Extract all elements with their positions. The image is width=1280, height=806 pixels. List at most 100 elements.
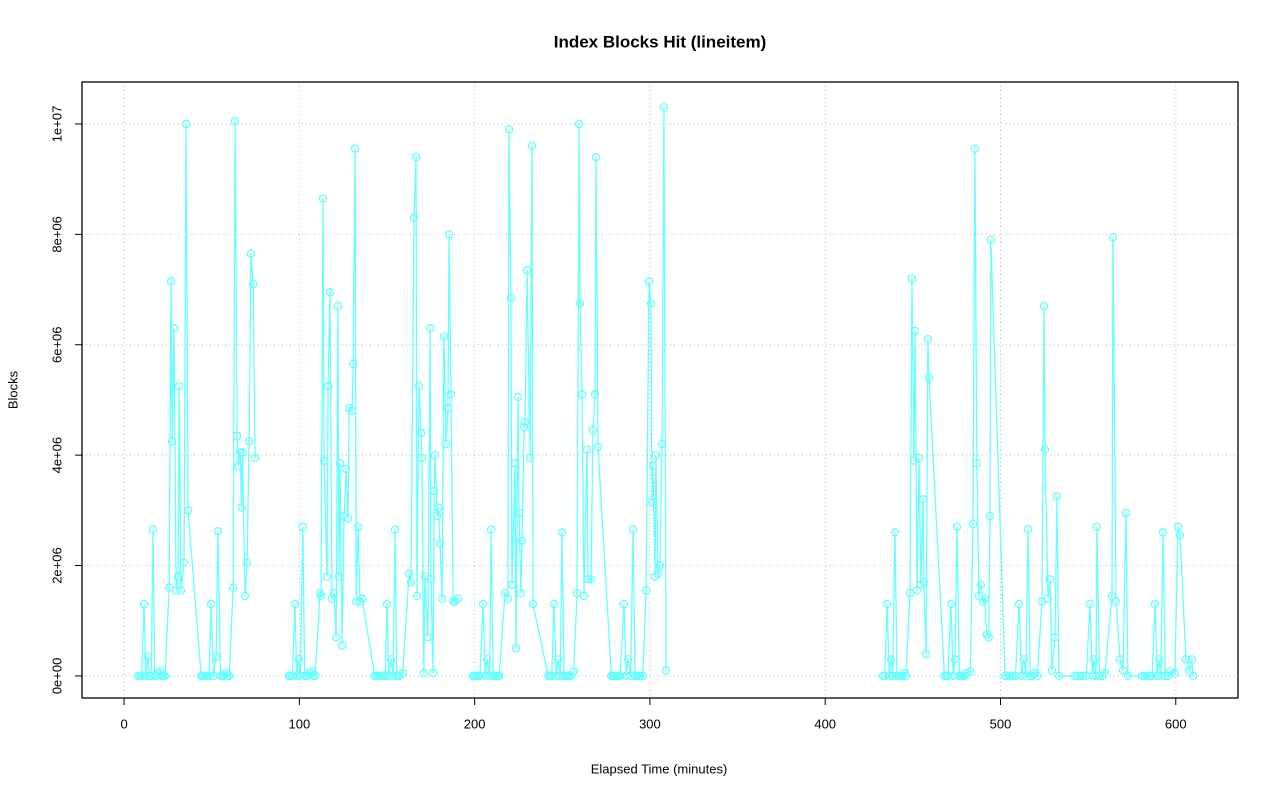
data-point <box>1039 301 1049 311</box>
data-point <box>494 671 504 681</box>
data-point <box>486 525 496 534</box>
data-point <box>1118 666 1128 675</box>
data-point <box>323 381 333 391</box>
data-point <box>173 572 183 581</box>
data-point <box>582 445 592 454</box>
data-point <box>646 299 656 308</box>
data-point <box>290 599 300 609</box>
data-point <box>952 522 962 532</box>
data-point <box>232 431 242 441</box>
data-point <box>318 194 328 203</box>
data-point <box>137 671 146 681</box>
data-point <box>204 671 214 681</box>
x-axis-label: Elapsed Time (minutes) <box>591 761 728 776</box>
data-point <box>333 301 343 311</box>
data-point <box>234 461 243 471</box>
data-point <box>1161 671 1170 681</box>
data-point <box>516 588 526 598</box>
data-point <box>980 594 989 603</box>
data-point <box>1111 597 1121 606</box>
data-point <box>398 668 408 678</box>
data-point <box>1019 655 1029 664</box>
data-point <box>1142 671 1152 681</box>
data-point <box>433 503 443 512</box>
data-point <box>294 655 303 664</box>
data-point <box>628 525 638 534</box>
data-point <box>414 381 424 391</box>
data-point <box>337 641 347 650</box>
data-point <box>880 671 890 681</box>
data-point <box>1017 671 1026 681</box>
data-point <box>1107 591 1117 601</box>
data-point <box>1070 671 1080 681</box>
data-point <box>513 392 523 402</box>
data-point <box>504 125 514 134</box>
data-point <box>506 293 516 303</box>
data-point <box>1187 655 1197 664</box>
data-point <box>1073 671 1082 681</box>
data-point <box>626 671 635 681</box>
data-point <box>644 277 654 286</box>
data-point <box>1075 671 1085 681</box>
data-point <box>655 561 665 570</box>
data-point <box>443 403 453 413</box>
data-point <box>1150 599 1160 609</box>
data-point <box>426 575 436 584</box>
data-point <box>551 671 561 681</box>
data-point <box>242 558 252 568</box>
data-point <box>419 668 429 678</box>
data-point <box>171 586 181 595</box>
data-point <box>380 671 390 681</box>
data-point <box>659 103 669 112</box>
data-point <box>388 671 398 681</box>
data-point <box>636 671 645 681</box>
data-point <box>1082 671 1091 681</box>
data-point <box>310 671 320 681</box>
data-point <box>444 230 454 239</box>
data-point <box>907 274 917 283</box>
chart-title: Index Blocks Hit (lineitem) <box>554 32 767 51</box>
data-point <box>482 655 492 664</box>
data-point <box>557 528 567 537</box>
data-point <box>962 668 971 678</box>
data-point <box>1147 671 1157 681</box>
data-point <box>583 575 593 584</box>
data-point <box>638 671 648 681</box>
data-point <box>166 277 176 286</box>
data-point <box>329 588 339 598</box>
data-point <box>1153 671 1162 681</box>
data-point <box>1188 671 1198 681</box>
data-point <box>924 373 934 383</box>
data-point <box>1021 671 1031 681</box>
data-point <box>591 152 601 162</box>
data-point <box>1005 671 1015 681</box>
data-point <box>181 119 191 129</box>
data-point <box>520 417 530 427</box>
data-point <box>343 514 353 523</box>
data-point <box>657 439 667 449</box>
data-point <box>648 461 658 471</box>
data-point <box>1043 594 1053 603</box>
data-point <box>446 390 456 399</box>
x-tick-label: 300 <box>639 716 661 731</box>
data-point <box>888 671 897 681</box>
data-point <box>1011 671 1020 681</box>
data-point <box>615 671 625 681</box>
data-point <box>164 583 174 592</box>
data-point <box>334 572 344 581</box>
data-point <box>884 671 894 681</box>
data-point <box>514 508 524 518</box>
data-point <box>1050 633 1060 642</box>
data-point <box>622 671 631 681</box>
data-point <box>527 141 537 151</box>
data-point <box>1047 666 1057 675</box>
data-point <box>475 671 485 681</box>
data-point <box>1045 575 1055 584</box>
y-tick-label: 6e+06 <box>49 326 64 363</box>
data-point <box>950 655 960 664</box>
data-point <box>441 439 451 449</box>
data-point <box>943 671 953 681</box>
data-point <box>1023 525 1033 534</box>
data-point <box>176 586 186 595</box>
